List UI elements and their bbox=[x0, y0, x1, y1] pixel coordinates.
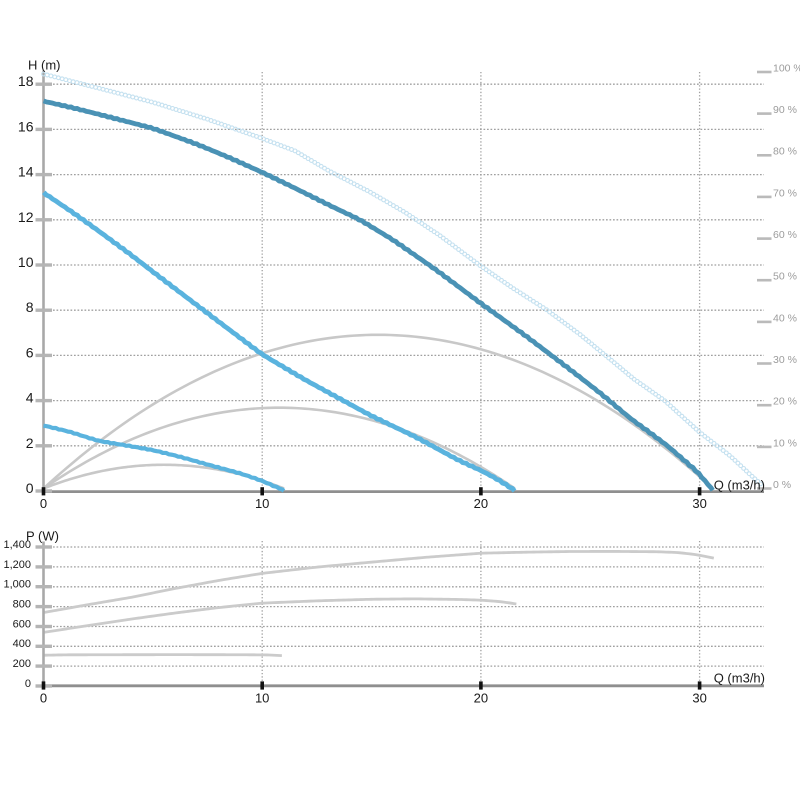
svg-text:1,000: 1,000 bbox=[3, 579, 31, 591]
svg-text:8: 8 bbox=[26, 299, 34, 315]
svg-text:20 %: 20 % bbox=[773, 396, 797, 408]
svg-text:16: 16 bbox=[18, 118, 34, 134]
svg-text:0: 0 bbox=[40, 496, 47, 511]
svg-text:P (W): P (W) bbox=[26, 529, 59, 544]
svg-text:1,400: 1,400 bbox=[3, 539, 31, 551]
svg-text:H (m): H (m) bbox=[28, 58, 61, 73]
svg-text:200: 200 bbox=[13, 658, 31, 670]
svg-text:30 %: 30 % bbox=[773, 354, 797, 366]
svg-text:0: 0 bbox=[40, 691, 47, 706]
svg-text:400: 400 bbox=[13, 638, 31, 650]
svg-text:20: 20 bbox=[474, 691, 488, 706]
svg-text:Q (m3/h): Q (m3/h) bbox=[714, 671, 765, 686]
svg-text:600: 600 bbox=[13, 618, 31, 630]
svg-text:50 %: 50 % bbox=[773, 271, 797, 283]
svg-text:18: 18 bbox=[18, 73, 34, 89]
svg-text:70 %: 70 % bbox=[773, 187, 797, 199]
svg-text:6: 6 bbox=[26, 344, 34, 360]
svg-text:100 %: 100 % bbox=[773, 62, 800, 74]
svg-text:4: 4 bbox=[26, 390, 34, 406]
svg-text:2: 2 bbox=[26, 435, 34, 451]
svg-text:10: 10 bbox=[18, 254, 34, 270]
svg-text:10: 10 bbox=[255, 691, 269, 706]
svg-text:80 %: 80 % bbox=[773, 146, 797, 158]
svg-text:Q (m3/h): Q (m3/h) bbox=[714, 477, 765, 492]
svg-text:40 %: 40 % bbox=[773, 312, 797, 324]
svg-text:14: 14 bbox=[18, 164, 34, 180]
svg-text:800: 800 bbox=[13, 599, 31, 611]
svg-text:0: 0 bbox=[25, 678, 31, 690]
svg-text:10 %: 10 % bbox=[773, 437, 797, 449]
svg-text:30: 30 bbox=[692, 691, 706, 706]
svg-text:0 %: 0 % bbox=[773, 479, 791, 491]
svg-text:60 %: 60 % bbox=[773, 229, 797, 241]
svg-text:20: 20 bbox=[474, 496, 488, 511]
svg-text:0: 0 bbox=[26, 480, 34, 496]
svg-text:10: 10 bbox=[255, 496, 269, 511]
svg-text:90 %: 90 % bbox=[773, 104, 797, 116]
svg-text:30: 30 bbox=[692, 496, 706, 511]
svg-text:1,200: 1,200 bbox=[3, 559, 31, 571]
svg-text:12: 12 bbox=[18, 209, 34, 225]
